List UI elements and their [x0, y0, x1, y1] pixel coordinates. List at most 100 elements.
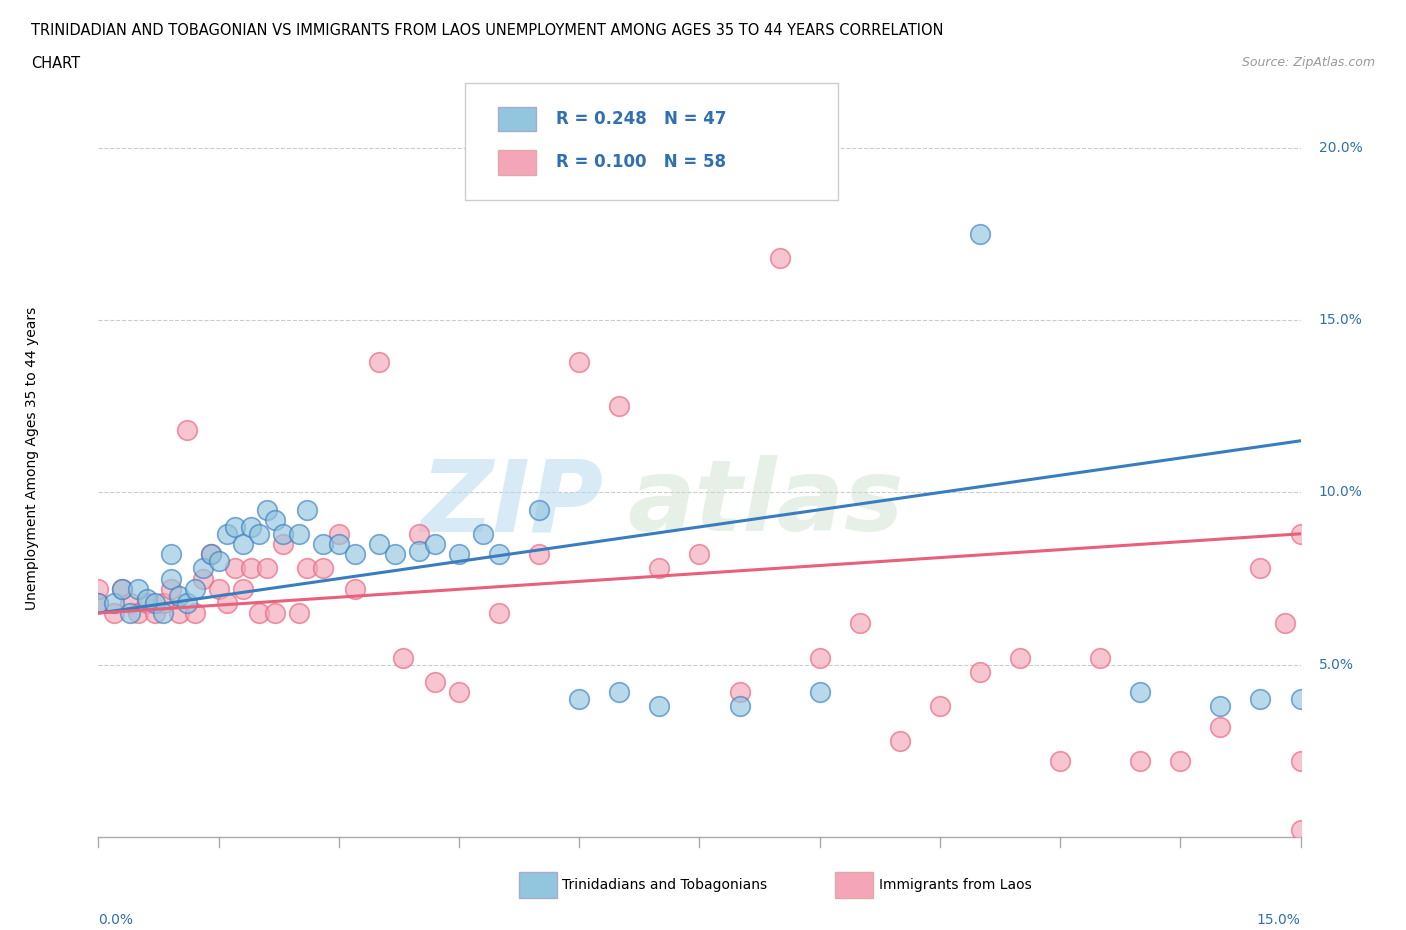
Point [256, 502, 278, 517]
Point [135, 595, 157, 610]
Point [609, 399, 631, 414]
Point [200, 547, 222, 562]
Point [728, 698, 751, 713]
Point [1289, 526, 1312, 541]
Point [208, 581, 231, 596]
Point [328, 537, 350, 551]
Point [1129, 753, 1152, 768]
Point [183, 605, 205, 620]
Text: 20.0%: 20.0% [1319, 141, 1362, 155]
Point [224, 520, 246, 535]
Point [128, 605, 150, 620]
Point [103, 605, 125, 620]
Point [423, 537, 446, 551]
Point [111, 581, 134, 596]
Text: TRINIDADIAN AND TOBAGONIAN VS IMMIGRANTS FROM LAOS UNEMPLOYMENT AMONG AGES 35 TO: TRINIDADIAN AND TOBAGONIAN VS IMMIGRANTS… [31, 23, 943, 38]
Point [159, 547, 181, 562]
Point [128, 581, 150, 596]
Point [167, 605, 190, 620]
Text: ZIP: ZIP [420, 455, 603, 552]
Point [808, 650, 831, 665]
Point [247, 605, 270, 620]
Text: 5.0%: 5.0% [1319, 658, 1354, 671]
Point [271, 526, 294, 541]
FancyBboxPatch shape [465, 83, 838, 200]
Point [1170, 753, 1192, 768]
Point [87, 595, 110, 610]
Point [408, 544, 430, 559]
Text: 15.0%: 15.0% [1319, 313, 1362, 327]
Text: 0.0%: 0.0% [98, 913, 134, 927]
Point [423, 674, 446, 689]
Point [152, 605, 174, 620]
Point [768, 251, 790, 266]
Point [215, 595, 238, 610]
Point [159, 581, 181, 596]
Point [688, 547, 710, 562]
Point [200, 547, 222, 562]
Text: 10.0%: 10.0% [1319, 485, 1362, 499]
Text: Source: ZipAtlas.com: Source: ZipAtlas.com [1241, 56, 1375, 69]
Point [368, 537, 391, 551]
Point [247, 526, 270, 541]
Point [969, 227, 991, 242]
Point [568, 692, 591, 707]
Point [1049, 753, 1071, 768]
Text: Immigrants from Laos: Immigrants from Laos [879, 878, 1032, 893]
Point [849, 616, 872, 631]
Point [103, 595, 125, 610]
Point [288, 526, 311, 541]
Point [1274, 616, 1296, 631]
Text: R = 0.100   N = 58: R = 0.100 N = 58 [557, 153, 727, 171]
Point [239, 520, 262, 535]
Text: R = 0.248   N = 47: R = 0.248 N = 47 [557, 111, 727, 128]
Point [111, 581, 134, 596]
Point [328, 526, 350, 541]
Point [215, 526, 238, 541]
Point [1209, 698, 1232, 713]
Point [208, 554, 231, 569]
Point [1088, 650, 1111, 665]
Point [167, 589, 190, 604]
Point [143, 595, 166, 610]
Point [1129, 684, 1152, 699]
Point [288, 605, 311, 620]
Point [232, 581, 254, 596]
Point [1289, 692, 1312, 707]
Point [1209, 719, 1232, 734]
Point [191, 561, 214, 576]
Point [368, 354, 391, 369]
Point [1250, 692, 1272, 707]
Point [232, 537, 254, 551]
Point [889, 733, 911, 748]
Point [343, 547, 366, 562]
Point [183, 581, 205, 596]
Point [1289, 823, 1312, 838]
Point [263, 605, 285, 620]
FancyBboxPatch shape [498, 151, 536, 175]
Point [312, 561, 335, 576]
Text: CHART: CHART [31, 56, 80, 71]
Point [392, 650, 415, 665]
Point [447, 547, 470, 562]
Point [135, 591, 157, 606]
Point [295, 561, 318, 576]
Text: Unemployment Among Ages 35 to 44 years: Unemployment Among Ages 35 to 44 years [25, 306, 39, 610]
Point [472, 526, 495, 541]
Point [488, 605, 510, 620]
Point [1289, 753, 1312, 768]
Point [159, 571, 181, 586]
Point [408, 526, 430, 541]
Point [143, 605, 166, 620]
Point [343, 581, 366, 596]
Point [609, 684, 631, 699]
Point [312, 537, 335, 551]
Point [488, 547, 510, 562]
Point [929, 698, 952, 713]
Point [239, 561, 262, 576]
Point [1250, 561, 1272, 576]
Point [224, 561, 246, 576]
Point [120, 595, 142, 610]
Point [648, 698, 671, 713]
Point [969, 664, 991, 679]
